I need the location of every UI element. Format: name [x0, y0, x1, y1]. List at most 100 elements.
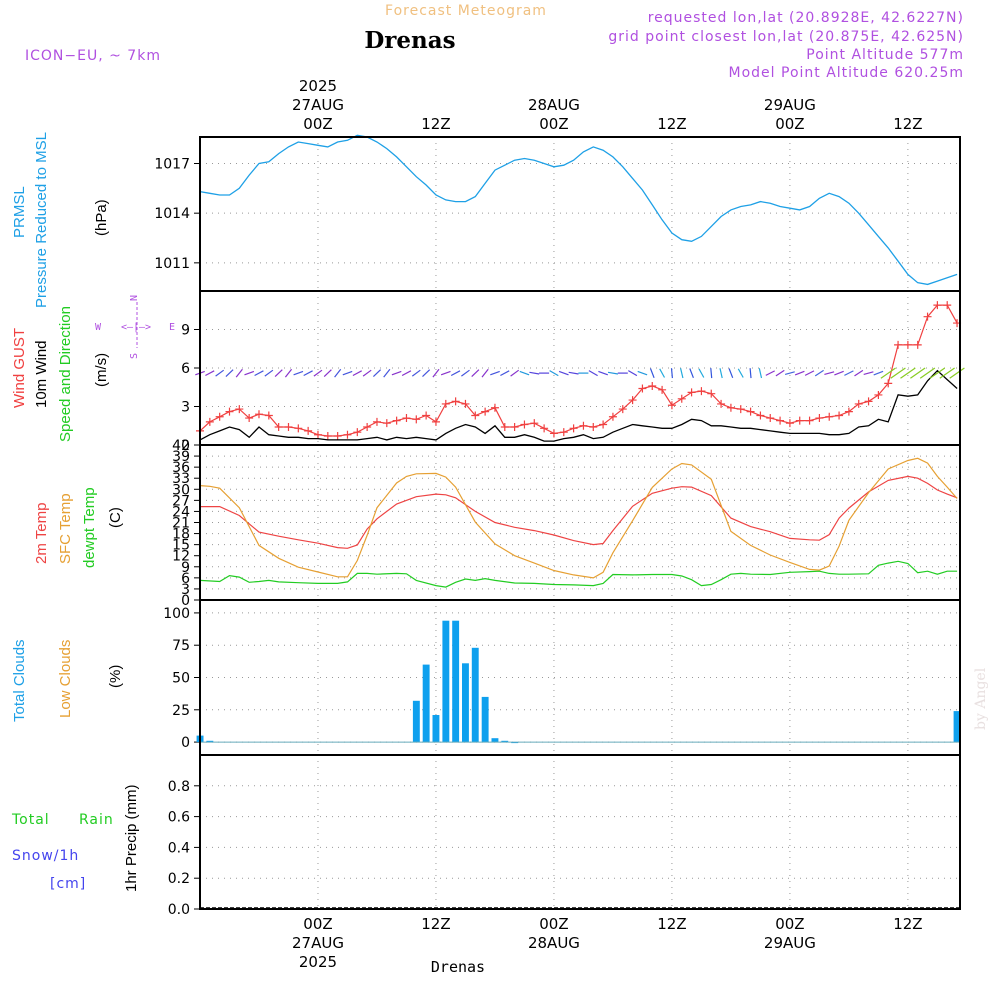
wind-direction-arrow: [284, 368, 293, 378]
gust-marker: [510, 423, 519, 432]
wind-direction-arrow: [804, 370, 815, 376]
gust-marker: [726, 403, 735, 412]
y-tick-label: 6: [181, 571, 190, 587]
gust-marker: [618, 405, 627, 414]
gust-marker: [313, 430, 322, 439]
panel-frame: [199, 754, 961, 910]
wind-direction-arrow: [549, 370, 559, 377]
gust-marker: [599, 420, 608, 429]
time-label: 00Z: [539, 915, 568, 933]
model-label: ICON−EU, ~ 7km: [25, 48, 161, 64]
wind-direction-arrow: [794, 370, 805, 376]
time-label: 28AUG: [528, 934, 580, 952]
gust-marker: [205, 417, 214, 426]
gust-marker: [667, 401, 676, 410]
point-altitude: Point Altitude 577m: [806, 47, 964, 63]
wind-direction-arrow: [670, 368, 673, 379]
panel-frame: [199, 136, 961, 292]
gust-marker: [254, 410, 263, 419]
gust-marker: [215, 412, 224, 421]
cloud-bar: [462, 663, 469, 743]
gust-marker: [540, 424, 549, 433]
wind-direction-arrow: [929, 367, 946, 379]
wind-dir-label: Speed and Direction: [57, 306, 74, 442]
y-tick-label: 9: [181, 560, 190, 576]
gust-marker: [785, 419, 794, 428]
meteogram-title: Forecast Meteogram: [385, 3, 547, 19]
y-tick-label: 27: [172, 493, 190, 509]
requested-point: requested lon,lat (20.8928E, 42.6227N): [648, 10, 964, 26]
wind-direction-arrow: [383, 368, 391, 378]
wind-direction-arrow: [490, 370, 500, 376]
gust-marker: [648, 381, 657, 390]
wind-direction-arrow: [519, 370, 530, 376]
wind-direction-arrow: [844, 370, 854, 376]
y-tick-label: 33: [172, 471, 190, 487]
wind-direction-arrow: [334, 368, 342, 378]
wind-direction-arrow: [372, 369, 382, 378]
gust-marker: [372, 417, 381, 426]
temp-sfc-label: SFC Temp: [57, 493, 74, 564]
gust-marker: [697, 387, 706, 396]
gust-marker: [815, 414, 824, 423]
wind-direction-arrow: [854, 369, 864, 377]
gust-marker: [884, 379, 893, 388]
gust-marker: [422, 411, 431, 420]
pressure-label-msl: Pressure Reduced to MSL: [33, 132, 50, 308]
wind-direction-arrow: [737, 368, 744, 378]
footer-location: Drenas: [431, 958, 485, 976]
wind-unit: (m/s): [93, 353, 110, 387]
compass-w: W: [95, 322, 102, 333]
gust-marker: [687, 388, 696, 397]
gust-marker: [549, 429, 558, 438]
location-title: Drenas: [364, 27, 455, 54]
cloud-bar: [953, 711, 961, 743]
wind-direction-arrow: [215, 369, 225, 377]
wind-line: [199, 369, 958, 442]
wind-direction-arrow: [432, 368, 440, 378]
gust-marker: [805, 416, 814, 425]
gust-marker: [707, 389, 716, 398]
wind-direction-arrow: [607, 371, 619, 375]
time-label: 27AUG: [292, 934, 344, 952]
wind-direction-arrow: [939, 367, 955, 379]
y-tick-label: 3: [181, 400, 190, 416]
y-tick-label: 30: [172, 482, 190, 498]
panel-4: 0.0 0.2 0.4 0.6 0.8: [168, 754, 961, 918]
temperature-labels: 2m Temp SFC Temp dewpt Temp (C): [33, 487, 124, 568]
gust-marker: [481, 407, 490, 416]
wind-direction-arrow: [758, 368, 763, 379]
gust-marker: [717, 399, 726, 408]
wind-direction-arrow: [558, 370, 569, 376]
y-tick-label: 1011: [154, 256, 190, 272]
y-tick-label: 0: [181, 593, 190, 609]
time-label: 12Z: [893, 915, 922, 933]
gust-marker: [825, 412, 834, 421]
time-label: 12Z: [893, 115, 922, 133]
wind-direction-arrow: [205, 370, 215, 377]
snow-label: Snow/1h: [12, 848, 79, 864]
gust-marker: [766, 414, 775, 423]
gust-marker: [874, 390, 883, 399]
pressure-labels: PRMSL Pressure Reduced to MSL (hPa): [11, 132, 110, 308]
cloud-bar: [442, 620, 450, 743]
wind-direction-arrow: [919, 367, 936, 379]
wind-direction-arrow: [274, 369, 283, 378]
y-tick-label: 0.6: [168, 810, 190, 826]
wind-labels: Wind GUST 10m Wind Speed and Direction (…: [11, 295, 175, 442]
y-tick-label: 9: [181, 323, 190, 339]
wind-direction-arrow: [244, 370, 255, 376]
y-tick-label: 0: [181, 438, 190, 454]
cloud-bar: [471, 647, 479, 743]
time-label: 29AUG: [764, 96, 816, 114]
wind-direction-arrow: [863, 371, 874, 375]
panels: 1011101410170369036912151821242730333639…: [154, 134, 965, 918]
wind-direction-arrow: [728, 368, 734, 379]
panel-3: 0 25 50 75 100: [163, 599, 961, 756]
time-label: 00Z: [775, 915, 804, 933]
y-tick-label: 24: [172, 504, 190, 520]
low-clouds-label: Low Clouds: [57, 640, 74, 718]
wind-direction-arrow: [293, 370, 304, 376]
wind-direction-arrow: [225, 369, 234, 378]
